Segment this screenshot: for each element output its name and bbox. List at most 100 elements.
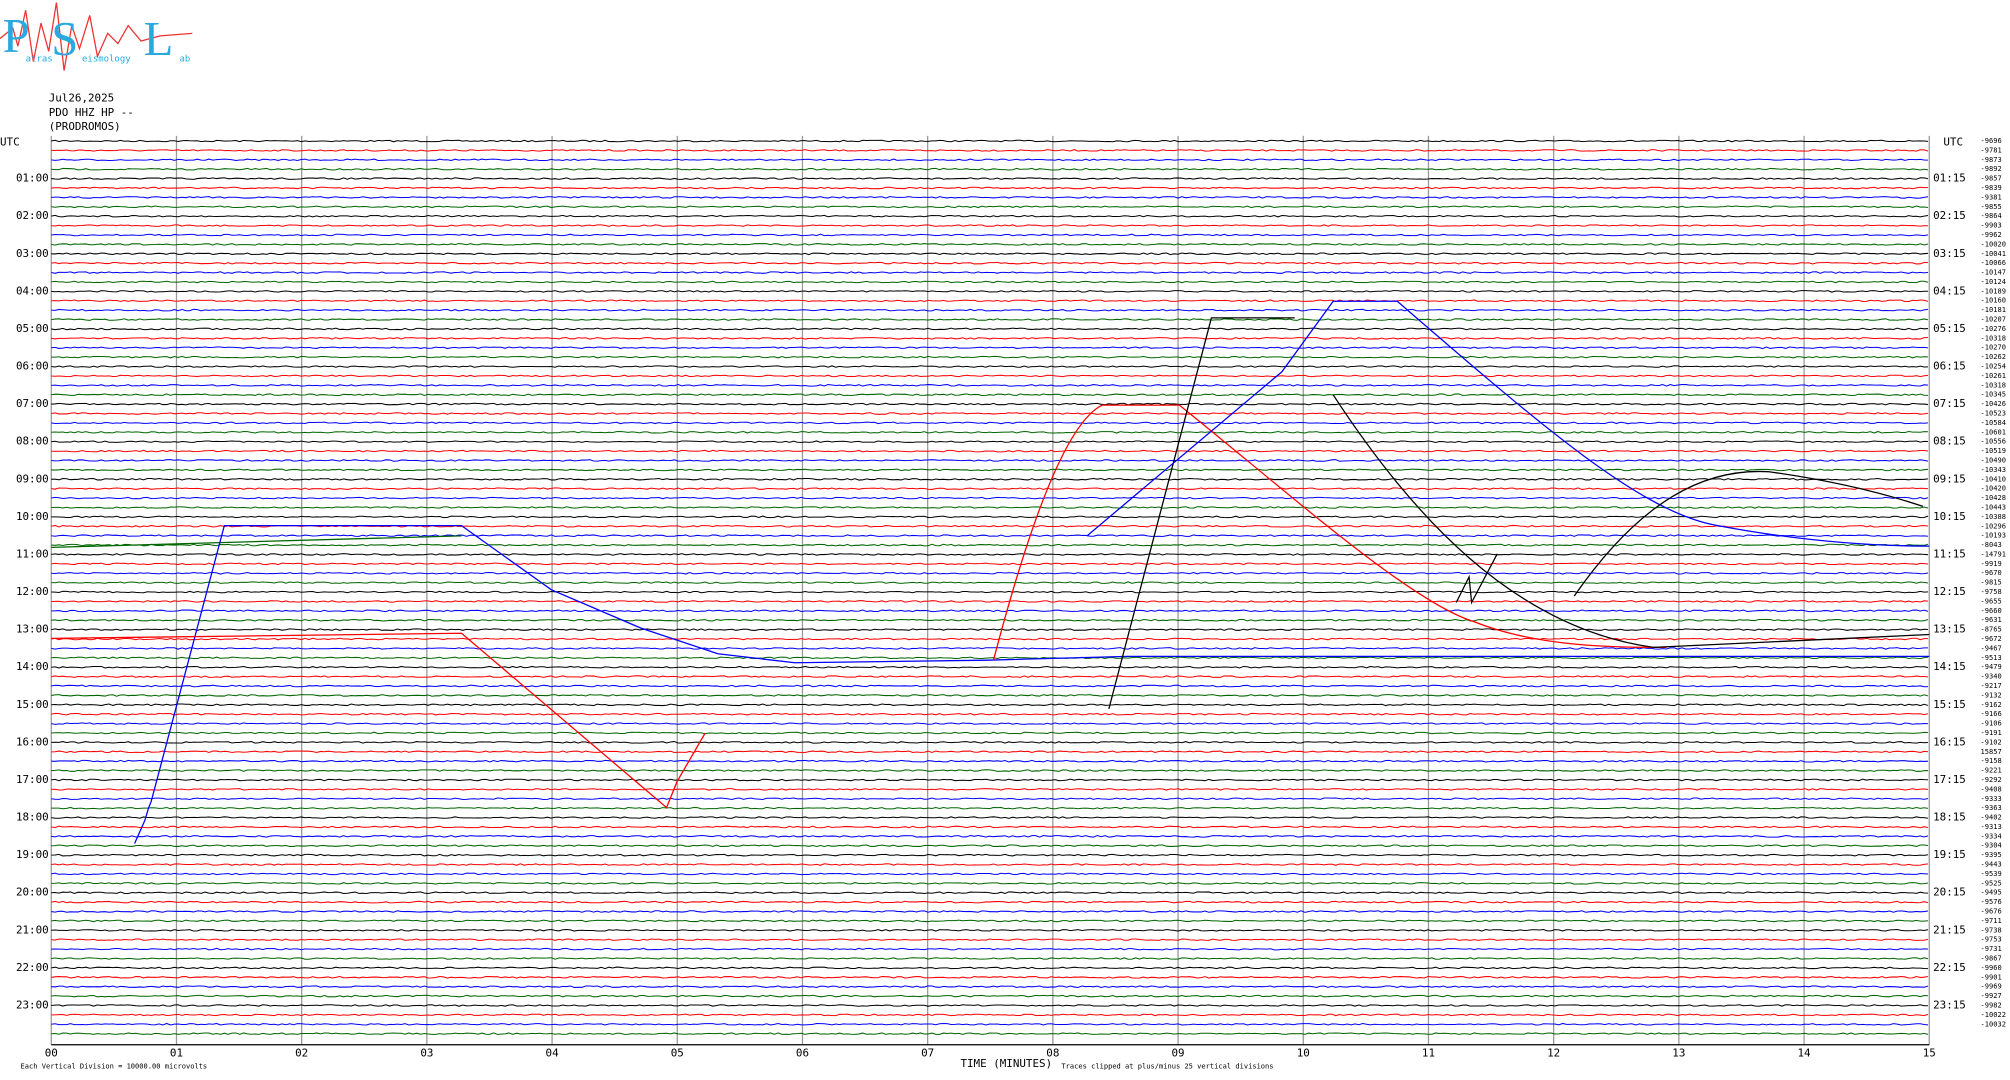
trace-offset: -9892 [1981,164,2002,173]
trace-offset: -9340 [1981,672,2002,681]
events [51,300,1930,844]
trace [51,665,1929,669]
trace [51,421,1929,425]
trace-offset: -10426 [1981,399,2006,408]
trace-offset: -10181 [1981,305,2006,314]
site: (PRODROMOS) [49,120,121,133]
left-hour-label: 04:00 [16,284,49,297]
trace [51,947,1928,951]
right-hour-label: 22:15 [1933,961,1966,974]
scale-note: Each Vertical Division = 10000.00 microv… [21,1062,208,1071]
trace-offset: -9334 [1981,831,2002,840]
trace-offset: -9395 [1981,850,2002,859]
trace-offset: -10160 [1981,296,2006,305]
trace-offset: -10490 [1981,455,2006,464]
trace-offset: -9857 [1981,174,2002,183]
trace-offset: -10124 [1981,277,2006,286]
right-axis-title: UTC [1943,135,1963,148]
trace [51,656,1929,660]
x-tick-label: 03 [420,1047,433,1060]
trace-offset: -10556 [1981,437,2006,446]
trace-offset: -9962 [1981,230,2002,239]
x-tick-label: 15 [1923,1047,1936,1060]
right-hour-label: 02:15 [1933,209,1966,222]
left-hour-label: 16:00 [16,735,49,748]
trace-offset: -9525 [1981,878,2002,887]
trace-offset: -10032 [1981,1019,2006,1028]
right-hour-label: 08:15 [1933,435,1966,448]
trace [51,994,1929,998]
trace [51,938,1929,941]
trace-offset: -9539 [1981,869,2002,878]
trace-offset: -9191 [1981,728,2002,737]
trace [51,778,1928,782]
trace [51,186,1928,190]
right-hour-label: 05:15 [1933,322,1966,335]
trace [51,543,1929,547]
trace-offset: -9927 [1981,991,2002,1000]
right-hour-label: 09:15 [1933,472,1966,485]
x-tick-label: 10 [1297,1047,1310,1060]
trace [51,365,1928,368]
trace-offset: -9443 [1981,860,2002,869]
trace-offset: -10262 [1981,352,2006,361]
trace [51,449,1929,453]
left-axis-title: UTC [0,135,20,148]
trace-offset: -9158 [1981,756,2002,765]
trace-offset: -9292 [1981,775,2002,784]
trace [51,741,1929,744]
trace [51,243,1929,246]
trace-offset: -9221 [1981,766,2002,775]
trace [51,769,1928,772]
trace [51,957,1929,960]
logo-squiggle [0,2,193,71]
x-tick-label: 12 [1547,1047,1560,1060]
right-hour-label: 10:15 [1933,510,1966,523]
right-hour-label: 07:15 [1933,397,1966,410]
trace-offset: -9576 [1981,897,2002,906]
trace-offset: -14791 [1981,549,2006,558]
right-hour-label: 12:15 [1933,585,1966,598]
trace [51,374,1929,378]
trace [51,534,1929,537]
trace [51,731,1928,735]
trace [51,703,1929,707]
trace-offset: -9753 [1981,935,2002,944]
trace [51,806,1929,810]
trace [51,590,1929,594]
trace-offset: -9660 [1981,606,2002,615]
trace-excursion [1086,300,1930,547]
x-axis-title: TIME (MINUTES) [960,1057,1052,1070]
trace-excursion [1455,553,1498,605]
trace-offset: -9672 [1981,634,2002,643]
trace [51,853,1929,857]
trace [51,816,1929,819]
right-hour-label: 19:15 [1933,848,1966,861]
trace-offset: -10519 [1981,446,2006,455]
logo: P S L atras eismology ab [0,2,193,71]
trace-offset: -9631 [1981,615,2002,624]
trace [51,647,1928,650]
x-tick-label: 06 [796,1047,809,1060]
right-hour-label: 16:15 [1933,735,1966,748]
trace [51,618,1929,622]
trace [51,797,1929,801]
trace [51,562,1929,566]
left-hour-label: 10:00 [16,510,49,523]
trace-offset: -10066 [1981,258,2006,267]
x-tick-label: 02 [295,1047,308,1060]
trace [51,318,1929,321]
trace [51,628,1929,631]
trace [51,412,1929,415]
trace [51,910,1929,913]
right-hour-label: 11:15 [1933,547,1966,560]
station: PDO HHZ HP -- [49,106,134,119]
trace-excursion [1108,317,1295,710]
right-hour-label: 17:15 [1933,773,1966,786]
trace [51,882,1929,885]
trace [51,468,1929,472]
left-hour-label: 06:00 [16,360,49,373]
right-hour-label: 03:15 [1933,247,1966,260]
trace [51,750,1929,754]
trace [51,271,1929,274]
